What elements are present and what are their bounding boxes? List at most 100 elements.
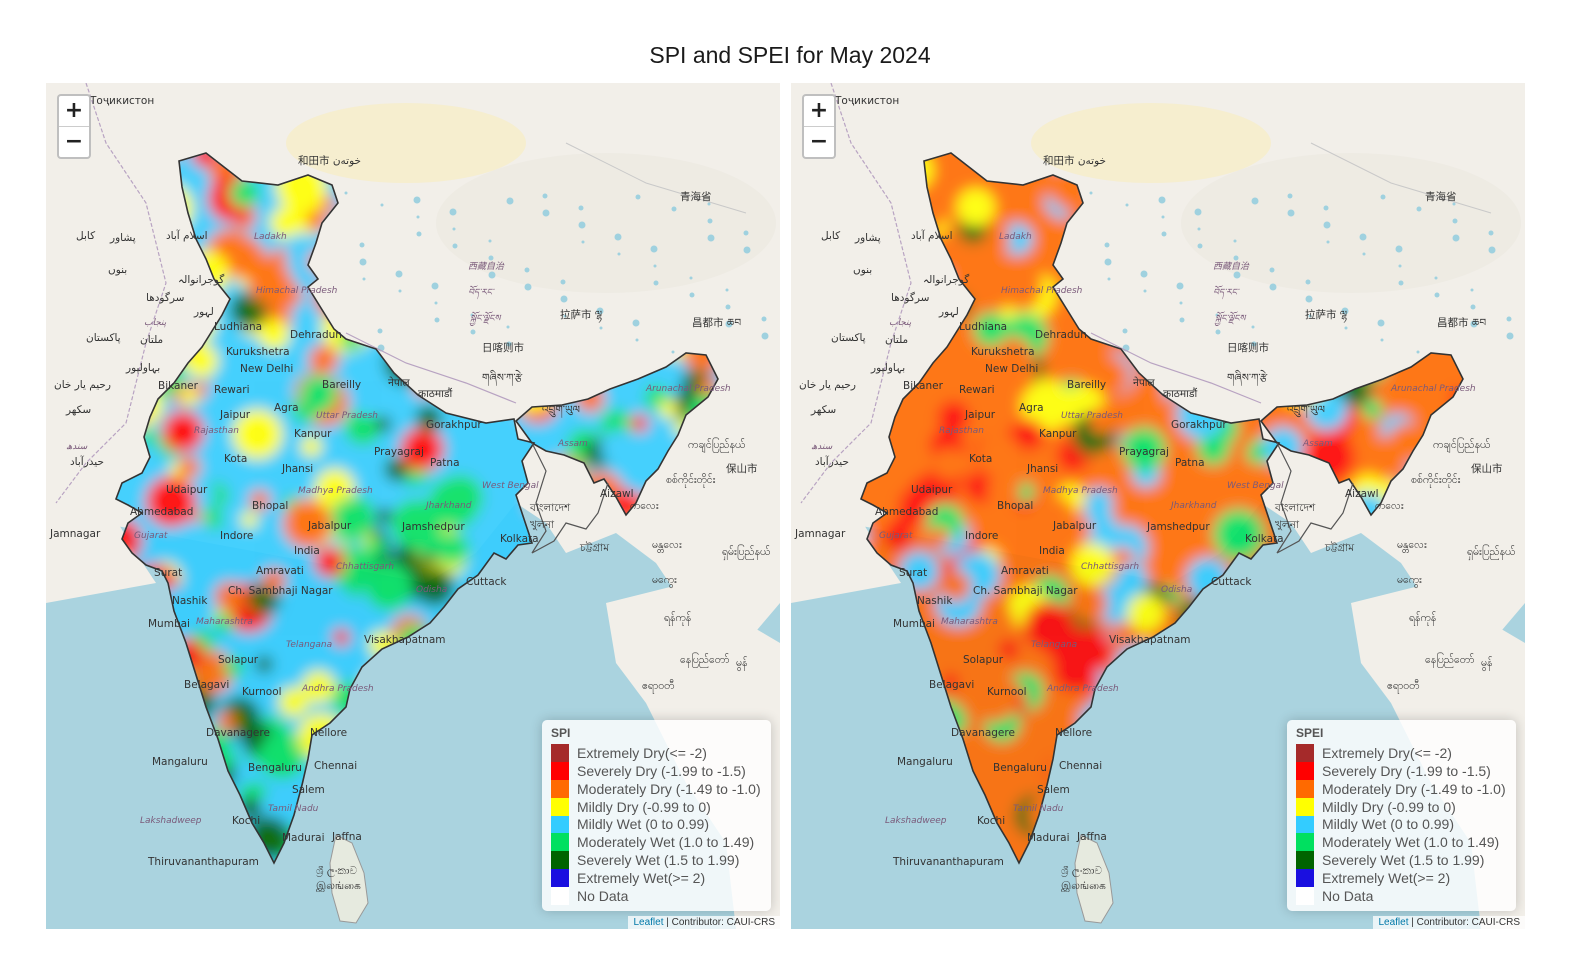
india-border bbox=[114, 152, 536, 865]
legend-item: Mildly Wet (0 to 0.99) bbox=[551, 815, 763, 834]
place-label-agra: Agra bbox=[1019, 402, 1044, 414]
raster-cell bbox=[237, 527, 273, 564]
zoom-in-button[interactable]: + bbox=[64, 98, 84, 123]
place-label-dehradun: Dehradun bbox=[1035, 329, 1087, 341]
place-label-rajasthan: Rajasthan bbox=[194, 426, 239, 436]
place-label-ladakh: Ladakh bbox=[254, 232, 287, 242]
zoom-out-button[interactable]: − bbox=[804, 126, 834, 157]
place-label-mangaluru: Mangaluru bbox=[152, 756, 208, 768]
place-label-west-bengal: West Bengal bbox=[482, 481, 539, 491]
lake bbox=[542, 209, 550, 217]
place-label-davanagere: Davanagere bbox=[951, 727, 1015, 739]
raster-cell bbox=[213, 613, 234, 634]
zoom-in-button[interactable]: + bbox=[809, 98, 829, 123]
place-label-lhasa: 拉萨市 ལྷ bbox=[560, 308, 602, 323]
place-label-kabul: کابل bbox=[76, 230, 95, 242]
legend-swatch bbox=[1296, 833, 1314, 852]
place-label-mumbai: Mumbai bbox=[148, 618, 190, 630]
place-label-himachal: Himachal Pradesh bbox=[256, 286, 338, 296]
raster-cell bbox=[1085, 488, 1114, 517]
place-label-telangana: Telangana bbox=[286, 640, 332, 650]
raster-cell bbox=[216, 711, 237, 732]
lake bbox=[1470, 288, 1474, 292]
place-label-chattogram: চট্টগ্রাম bbox=[579, 541, 610, 554]
legend-item: Mildly Wet (0 to 0.99) bbox=[1296, 815, 1508, 834]
lake bbox=[1305, 295, 1313, 303]
legend-item: No Data bbox=[551, 887, 763, 906]
raster-cell bbox=[1021, 379, 1073, 431]
place-label-bannu: بنوں bbox=[108, 264, 127, 276]
lake bbox=[1179, 317, 1185, 323]
raster-cell bbox=[1115, 563, 1148, 596]
lake bbox=[1452, 234, 1460, 242]
lake bbox=[344, 191, 348, 195]
lake bbox=[650, 245, 658, 253]
legend-label: Severely Wet (1.5 to 1.99) bbox=[577, 852, 740, 869]
lake bbox=[1398, 280, 1404, 286]
place-label-bengaluru: Bengaluru bbox=[248, 762, 302, 774]
raster-cell bbox=[178, 456, 201, 479]
place-label-multan: ملتان bbox=[140, 334, 163, 346]
place-label-bangladesh: বাংলাদেশ bbox=[1274, 502, 1316, 514]
lake bbox=[1107, 277, 1111, 281]
place-label-jhansi: Jhansi bbox=[281, 463, 313, 475]
zoom-out-button[interactable]: − bbox=[59, 126, 89, 157]
raster-cell bbox=[600, 429, 640, 469]
place-label-gorakhpur: Gorakhpur bbox=[1171, 419, 1227, 431]
place-label-salem: Salem bbox=[1037, 784, 1070, 796]
plateau-area bbox=[436, 153, 776, 293]
place-label-bhutan: འབྲུག་ཡུལ bbox=[1287, 404, 1325, 418]
spi-map-panel[interactable]: Тоҷикистон 和田市 خوتەن 青海省 کابل پشاور اسلام آبا… bbox=[46, 83, 780, 929]
place-label-yangon: ရန်ကုန် bbox=[664, 611, 691, 626]
place-label-shigatse-bo: གཞིས་ཀ་རྩེ bbox=[482, 369, 523, 386]
raster-cell bbox=[967, 670, 1020, 723]
place-label-nepal: नेपाल bbox=[388, 376, 411, 389]
place-label-gujarat: Gujarat bbox=[879, 531, 913, 541]
spei-legend: SPEI Extremely Dry(<= -2) Severely Dry (-… bbox=[1287, 719, 1516, 911]
place-label-kathmandu: काठमाडौं bbox=[418, 387, 452, 400]
leaflet-link[interactable]: Leaflet bbox=[633, 917, 664, 928]
lake bbox=[524, 267, 530, 273]
place-label-bhopal: Bhopal bbox=[252, 500, 288, 512]
legend-item: Moderately Dry (-1.49 to -1.0) bbox=[1296, 779, 1508, 798]
place-label-tibet-bo2: སྐྱོང་ལྗོངས bbox=[469, 311, 502, 326]
raster-cell bbox=[882, 520, 914, 552]
place-label-nashik: Nashik bbox=[172, 595, 208, 607]
place-label-shigatse-bo: གཞིས་ཀ་རྩེ bbox=[1227, 369, 1268, 386]
raster-cell bbox=[223, 657, 244, 678]
raster-cell bbox=[229, 291, 268, 330]
place-label-kanpur: Kanpur bbox=[1039, 428, 1077, 440]
lake bbox=[1179, 301, 1183, 305]
lake bbox=[359, 258, 367, 266]
place-label-tamil-nadu: Tamil Nadu bbox=[268, 804, 319, 814]
place-label-belagavi: Belagavi bbox=[929, 679, 974, 691]
place-label-madhya-pradesh: Madhya Pradesh bbox=[298, 486, 373, 496]
place-label-bhopal: Bhopal bbox=[997, 500, 1033, 512]
place-label-bikaner: Bikaner bbox=[903, 380, 944, 392]
border-line bbox=[1090, 332, 1262, 404]
place-label-peshawar: پشاور bbox=[109, 232, 136, 244]
leaflet-link[interactable]: Leaflet bbox=[1378, 917, 1409, 928]
lake bbox=[1380, 194, 1386, 200]
place-label-aizawl: Aizawl bbox=[600, 488, 634, 500]
lake bbox=[596, 307, 604, 315]
spi-map-canvas[interactable]: Тоҷикистон 和田市 خوتەن 青海省 کابل پشاور اسلام آبا… bbox=[46, 83, 780, 929]
place-label-kurnool: Kurnool bbox=[242, 686, 282, 698]
legend-item: Mildly Dry (-0.99 to 0) bbox=[551, 797, 763, 816]
place-label-bikaner: Bikaner bbox=[158, 380, 199, 392]
lake bbox=[689, 276, 693, 280]
place-label-indore: Indore bbox=[965, 530, 998, 542]
lake bbox=[653, 280, 659, 286]
place-label-changdu: 昌都市 ཆབ bbox=[692, 316, 741, 329]
place-label-jamnagar: Jamnagar bbox=[49, 528, 101, 540]
place-label-kolkata: Kolkata bbox=[1245, 533, 1284, 545]
raster-cell bbox=[1090, 450, 1125, 486]
border-line bbox=[800, 83, 912, 504]
place-label-thiruvananthapuram: Thiruvananthapuram bbox=[892, 856, 1004, 868]
lake bbox=[1341, 307, 1349, 315]
place-label-maharashtra: Maharashtra bbox=[196, 617, 253, 627]
spei-map-panel[interactable]: Тоҷикистон 和田市 خوتەن 青海省 کابل پشاور اسلام آبا… bbox=[791, 83, 1525, 929]
lake bbox=[635, 194, 641, 200]
place-labels: Тоҷикистон 和田市 خوتەن 青海省 کابل پشاور اسلام آبا… bbox=[794, 95, 1515, 892]
place-label-changdu: 昌都市 ཆབ bbox=[1437, 316, 1486, 329]
